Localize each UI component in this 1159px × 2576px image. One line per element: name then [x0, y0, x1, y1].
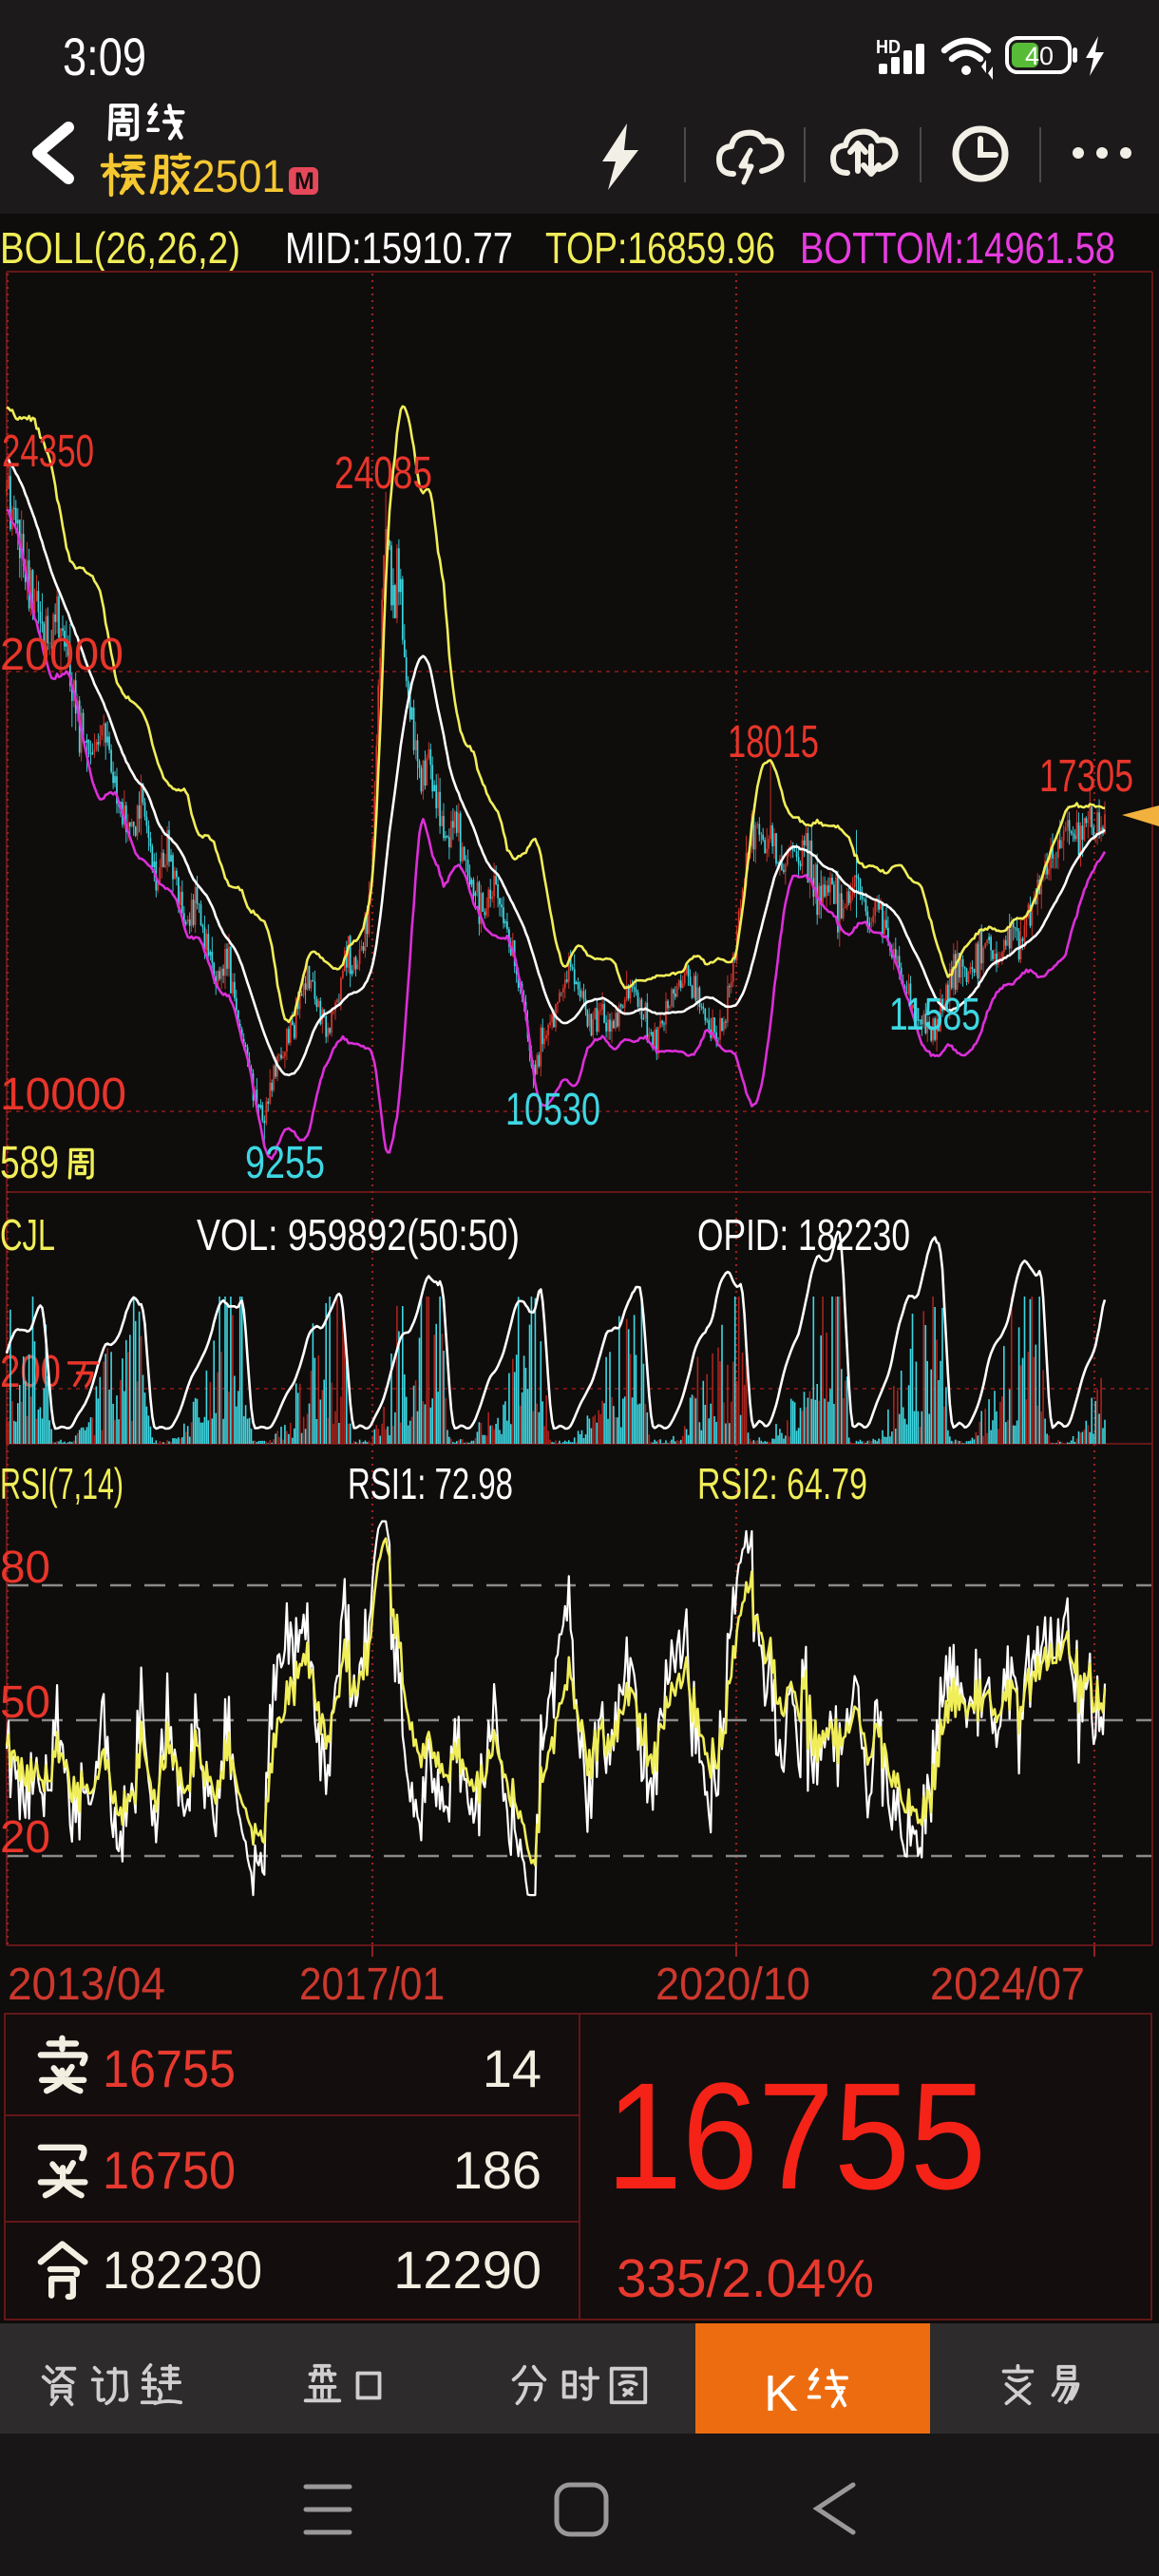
svg-text:9255: 9255: [245, 1138, 325, 1188]
svg-text:16755: 16755: [606, 2051, 986, 2221]
svg-text:VOL: 959892(50:50): VOL: 959892(50:50): [197, 1210, 520, 1260]
svg-text:RSI2: 64.79: RSI2: 64.79: [697, 1459, 867, 1508]
svg-text:K: K: [764, 2365, 798, 2422]
svg-text:80: 80: [0, 1543, 50, 1593]
svg-text:50: 50: [0, 1677, 50, 1728]
svg-text:2013/04: 2013/04: [8, 1960, 165, 2010]
svg-text:2024/07: 2024/07: [930, 1960, 1085, 2010]
svg-text:BOLL(26,26,2): BOLL(26,26,2): [0, 223, 240, 273]
svg-text:182230: 182230: [103, 2240, 262, 2300]
svg-text:18015: 18015: [728, 717, 819, 767]
svg-text:3:09: 3:09: [63, 27, 146, 86]
svg-text:20: 20: [0, 1812, 50, 1863]
svg-text:20000: 20000: [0, 630, 124, 680]
svg-text:OPID: 182230: OPID: 182230: [697, 1210, 910, 1260]
svg-text:200: 200: [0, 1347, 61, 1397]
svg-text:RSI1: 72.98: RSI1: 72.98: [348, 1459, 513, 1508]
svg-text:2501: 2501: [192, 152, 285, 201]
svg-text:24350: 24350: [2, 426, 94, 477]
svg-text:10000: 10000: [0, 1070, 126, 1120]
svg-text:TOP:16859.96: TOP:16859.96: [545, 223, 775, 273]
svg-text:BOTTOM:14961.58: BOTTOM:14961.58: [800, 223, 1115, 273]
svg-text:16755: 16755: [103, 2038, 236, 2098]
svg-text:10530: 10530: [505, 1085, 600, 1135]
svg-text:186: 186: [453, 2140, 542, 2200]
svg-text:MID:15910.77: MID:15910.77: [285, 223, 513, 273]
svg-text:2020/10: 2020/10: [656, 1960, 810, 2010]
svg-text:2017/01: 2017/01: [299, 1960, 445, 2010]
svg-text:17305: 17305: [1039, 751, 1133, 802]
svg-text:24085: 24085: [334, 448, 432, 499]
svg-text:16750: 16750: [103, 2140, 236, 2200]
svg-text:RSI(7,14): RSI(7,14): [0, 1459, 124, 1508]
svg-text:11585: 11585: [889, 990, 980, 1040]
svg-text:14: 14: [483, 2038, 542, 2098]
svg-text:M: M: [294, 168, 314, 195]
svg-text:335/2.04%: 335/2.04%: [617, 2248, 874, 2309]
svg-text:589: 589: [0, 1138, 59, 1188]
svg-text:40: 40: [1025, 42, 1054, 70]
svg-text:CJL: CJL: [0, 1210, 55, 1260]
svg-text:HD: HD: [876, 37, 901, 58]
svg-text:12290: 12290: [393, 2240, 542, 2300]
